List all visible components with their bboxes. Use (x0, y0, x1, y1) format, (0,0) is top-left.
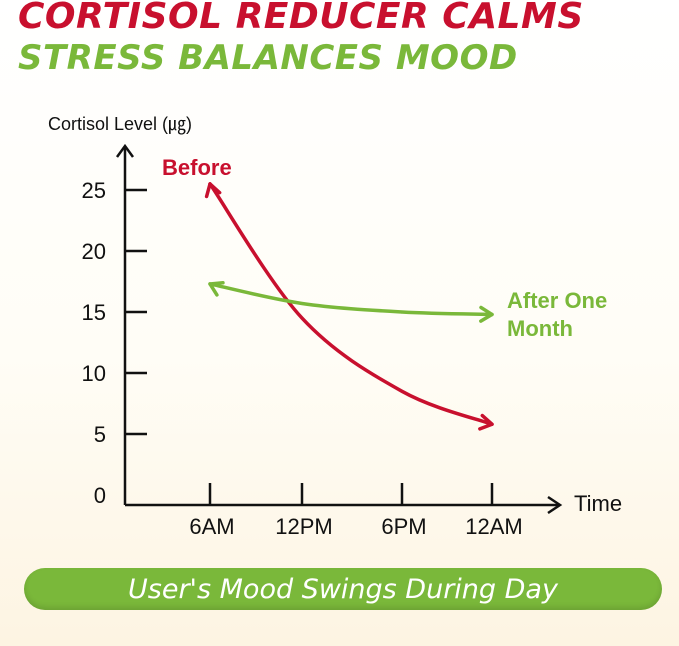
series-start-arrow-icon (204, 182, 222, 199)
cortisol-chart: Cortisol Level (㎍) Time 25 20 15 10 5 0 6AM 12… (48, 114, 622, 539)
x-tick-label: 6PM (381, 514, 426, 539)
series-start-arrow-icon (208, 281, 225, 297)
mood-banner: User's Mood Swings During Day (24, 568, 662, 610)
series-label-after-line-1: After One (507, 288, 607, 313)
series-end-arrow-icon (479, 305, 494, 323)
y-tick-label: 20 (82, 239, 106, 264)
y-tick-label: 15 (82, 300, 106, 325)
series-line-before (208, 182, 494, 426)
x-axis-label: Time (574, 491, 622, 516)
series-line-after (208, 282, 494, 317)
x-tick-label: 12AM (465, 514, 522, 539)
y-tick-label: 10 (82, 361, 106, 386)
y-tick-label: 5 (94, 422, 106, 447)
y-tick-label: 0 (94, 483, 106, 508)
series-label-before: Before (162, 155, 232, 180)
banner-text: User's Mood Swings During Day (128, 573, 558, 605)
y-tick-label: 25 (82, 178, 106, 203)
series-end-arrow-icon (478, 413, 494, 431)
y-axis-label: Cortisol Level (㎍) (48, 114, 192, 135)
x-tick-label: 12PM (275, 514, 332, 539)
headline-line-1: CORTISOL REDUCER CALMS (18, 0, 584, 37)
series-label-after-line-2: Month (507, 316, 573, 341)
x-axis-arrow-icon (547, 495, 563, 515)
headline-line-2: STRESS BALANCES MOOD (18, 38, 518, 78)
x-tick-label: 6AM (189, 514, 234, 539)
y-axis-arrow-icon (115, 143, 135, 158)
